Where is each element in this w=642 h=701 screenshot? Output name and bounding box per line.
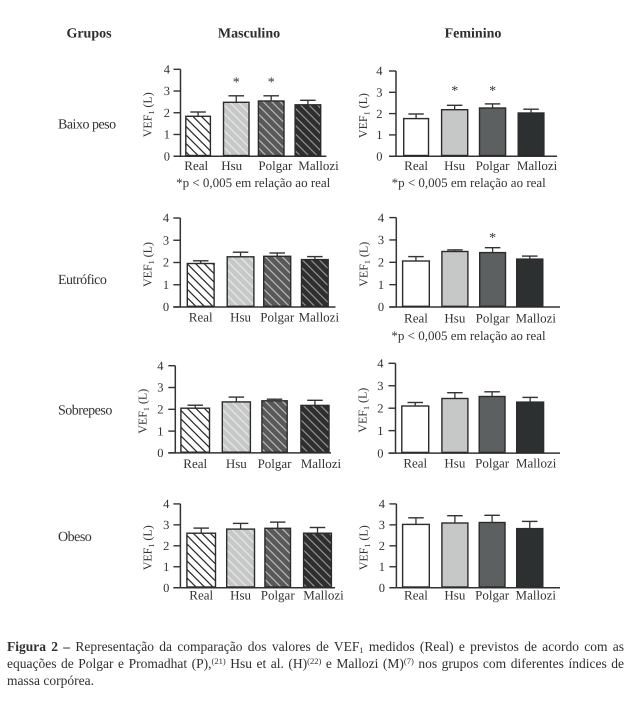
svg-text:Polgar: Polgar: [475, 456, 510, 471]
svg-text:VEF1 (L): VEF1 (L): [356, 93, 372, 138]
svg-text:0: 0: [377, 446, 383, 460]
svg-text:VEF1 (L): VEF1 (L): [140, 242, 156, 287]
svg-text:Mallozi: Mallozi: [299, 310, 340, 325]
svg-text:Polgar: Polgar: [475, 588, 510, 603]
svg-text:3: 3: [163, 233, 169, 247]
svg-text:2: 2: [376, 107, 382, 121]
svg-text:Hsu: Hsu: [221, 158, 242, 173]
svg-text:0: 0: [379, 581, 385, 595]
svg-text:3: 3: [164, 84, 170, 98]
svg-text:0: 0: [378, 300, 384, 314]
svg-text:3: 3: [163, 518, 169, 532]
svg-text:Real: Real: [189, 588, 213, 603]
svg-text:Hsu: Hsu: [444, 158, 465, 173]
svg-text:0: 0: [376, 149, 382, 163]
svg-text:Baixo peso: Baixo peso: [58, 118, 116, 133]
svg-text:Mallozi: Mallozi: [516, 588, 557, 603]
svg-text:Real: Real: [183, 456, 207, 471]
svg-text:Real: Real: [404, 311, 428, 326]
svg-text:Real: Real: [404, 158, 428, 173]
svg-text:1: 1: [163, 278, 169, 292]
svg-text:*: *: [489, 84, 496, 99]
svg-text:0: 0: [157, 446, 163, 460]
svg-text:Masculino: Masculino: [218, 26, 280, 41]
svg-text:3: 3: [379, 518, 385, 532]
svg-text:4: 4: [164, 63, 171, 77]
svg-text:4: 4: [379, 497, 386, 511]
svg-text:Real: Real: [403, 456, 427, 471]
svg-text:VEF1 (L): VEF1 (L): [141, 92, 157, 137]
svg-text:3: 3: [377, 379, 383, 393]
svg-text:*p < 0,005 em relação ao real: *p < 0,005 em relação ao real: [176, 175, 331, 190]
svg-text:1: 1: [164, 128, 170, 142]
svg-text:Hsu: Hsu: [226, 456, 247, 471]
svg-text:Polgar: Polgar: [476, 158, 511, 173]
svg-text:1: 1: [163, 560, 169, 574]
svg-text:3: 3: [376, 86, 382, 100]
svg-text:Real: Real: [189, 310, 213, 325]
svg-text:*: *: [451, 84, 458, 99]
svg-text:Polgar: Polgar: [258, 158, 293, 173]
svg-text:Sobrepeso: Sobrepeso: [58, 403, 112, 418]
svg-text:Mallozi: Mallozi: [516, 311, 557, 326]
svg-text:4: 4: [378, 211, 385, 225]
svg-text:3: 3: [378, 233, 384, 247]
svg-text:2: 2: [164, 106, 170, 120]
svg-text:2: 2: [379, 539, 385, 553]
svg-text:Real: Real: [184, 158, 208, 173]
svg-text:Hsu: Hsu: [444, 456, 465, 471]
svg-text:Hsu: Hsu: [230, 310, 251, 325]
svg-text:*: *: [489, 231, 496, 246]
svg-text:VEF1 (L): VEF1 (L): [135, 389, 151, 434]
svg-text:Obeso: Obeso: [58, 530, 92, 545]
svg-text:4: 4: [157, 359, 164, 373]
svg-text:2: 2: [378, 256, 384, 270]
svg-text:Hsu: Hsu: [444, 588, 465, 603]
svg-text:4: 4: [163, 211, 170, 225]
svg-text:Mallozi: Mallozi: [298, 158, 339, 173]
svg-text:0: 0: [164, 149, 170, 163]
svg-text:2: 2: [163, 539, 169, 553]
svg-text:2: 2: [377, 401, 383, 415]
svg-text:*p < 0,005 em relação ao real: *p < 0,005 em relação ao real: [391, 328, 546, 343]
svg-text:Polgar: Polgar: [260, 310, 295, 325]
svg-text:Mallozi: Mallozi: [517, 158, 558, 173]
svg-text:0: 0: [163, 581, 169, 595]
svg-text:VEF1 (L): VEF1 (L): [356, 388, 372, 433]
svg-text:Mallozi: Mallozi: [516, 456, 557, 471]
svg-text:VEF1 (L): VEF1 (L): [356, 525, 372, 570]
svg-text:1: 1: [377, 424, 383, 438]
svg-text:4: 4: [377, 357, 384, 371]
svg-text:Hsu: Hsu: [444, 311, 465, 326]
svg-text:*p < 0,005 em relação ao real: *p < 0,005 em relação ao real: [392, 175, 547, 190]
svg-text:1: 1: [378, 278, 384, 292]
svg-text:*: *: [233, 76, 240, 91]
svg-text:VEF1 (L): VEF1 (L): [356, 242, 372, 287]
svg-text:3: 3: [157, 381, 163, 395]
svg-text:Mallozi: Mallozi: [301, 456, 342, 471]
svg-text:Polgar: Polgar: [476, 311, 511, 326]
svg-text:*: *: [268, 76, 275, 91]
svg-text:4: 4: [376, 64, 383, 78]
svg-text:0: 0: [163, 300, 169, 314]
svg-text:Feminino: Feminino: [445, 26, 502, 41]
svg-text:VEF1 (L): VEF1 (L): [140, 525, 156, 570]
svg-text:4: 4: [163, 497, 170, 511]
svg-text:1: 1: [379, 560, 385, 574]
svg-text:2: 2: [163, 256, 169, 270]
svg-text:1: 1: [157, 424, 163, 438]
svg-text:1: 1: [376, 128, 382, 142]
svg-text:Real: Real: [404, 588, 428, 603]
svg-text:2: 2: [157, 403, 163, 417]
svg-text:Polgar: Polgar: [261, 588, 296, 603]
svg-text:Grupos: Grupos: [66, 26, 112, 41]
svg-text:Mallozi: Mallozi: [303, 588, 344, 603]
svg-text:Polgar: Polgar: [258, 456, 293, 471]
svg-text:Hsu: Hsu: [230, 588, 251, 603]
svg-text:Eutrófico: Eutrófico: [58, 273, 107, 288]
